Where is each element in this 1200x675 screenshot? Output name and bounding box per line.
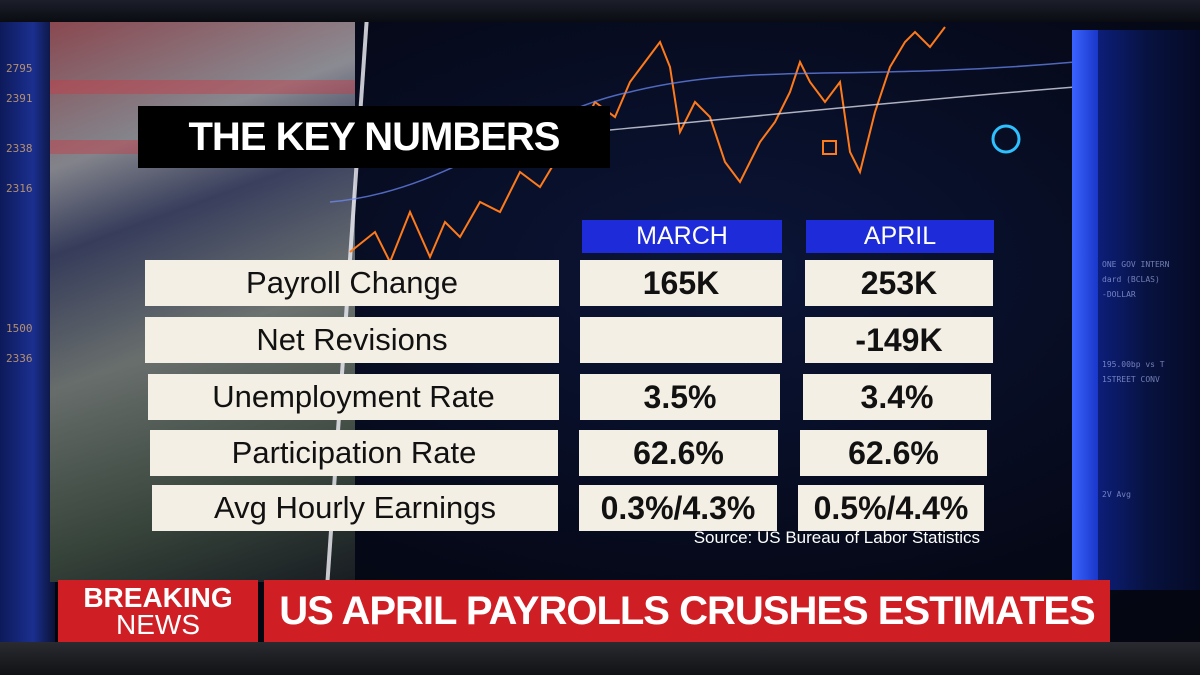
studio-floor <box>0 642 1200 675</box>
april-value: 62.6% <box>800 430 987 476</box>
orange-marker <box>822 140 837 155</box>
row-label: Net Revisions <box>145 317 559 363</box>
breaking-news-tag: BREAKING NEWS <box>58 580 258 642</box>
news-label: NEWS <box>116 609 200 640</box>
headline-text: US APRIL PAYROLLS CRUSHES ESTIMATES <box>279 588 1095 633</box>
white-trend-line <box>609 86 1075 131</box>
april-value: 0.5%/4.4% <box>798 485 984 531</box>
column-header-march: MARCH <box>582 220 782 253</box>
blue-ring-marker <box>991 124 1021 154</box>
title-banner: THE KEY NUMBERS <box>138 106 610 168</box>
march-value: 165K <box>580 260 782 306</box>
march-value: 3.5% <box>580 374 780 420</box>
blue-wall-edge <box>1072 30 1098 590</box>
row-label: Avg Hourly Earnings <box>152 485 558 531</box>
market-chart-background <box>330 26 1075 265</box>
march-value: 62.6% <box>579 430 778 476</box>
march-value: 0.3%/4.3% <box>579 485 777 531</box>
april-value: -149K <box>805 317 993 363</box>
row-label: Unemployment Rate <box>148 374 559 420</box>
blue-trend-line <box>330 61 1075 203</box>
april-value: 253K <box>805 260 993 306</box>
title-text: THE KEY NUMBERS <box>188 114 561 159</box>
april-value: 3.4% <box>803 374 991 420</box>
left-video-wall: 2795 2391 2338 2316 1500 2336 <box>0 22 55 642</box>
headline-banner: US APRIL PAYROLLS CRUSHES ESTIMATES <box>264 580 1110 642</box>
breaking-label: BREAKING <box>83 582 233 613</box>
source-note: Source: US Bureau of Labor Statistics <box>693 528 980 547</box>
row-label: Participation Rate <box>150 430 558 476</box>
orange-price-line <box>349 26 946 265</box>
right-video-wall: ONE GOV INTERN dard (BCLAS) -DOLLAR 195.00… <box>1072 30 1200 590</box>
march-value <box>580 317 782 363</box>
studio-ceiling <box>0 0 1200 22</box>
row-label: Payroll Change <box>145 260 559 306</box>
column-header-april: APRIL <box>806 220 994 253</box>
flag-stripe <box>50 80 355 94</box>
